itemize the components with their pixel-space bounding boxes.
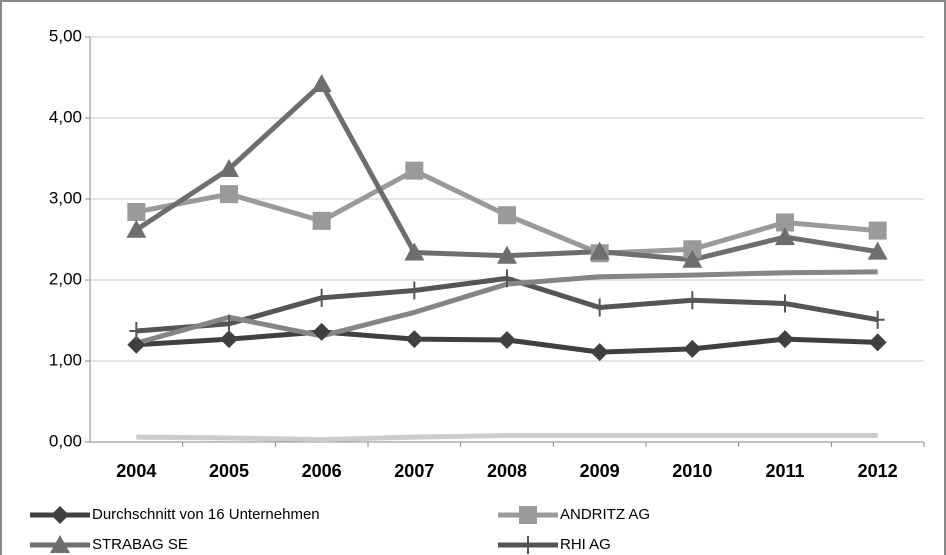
marker: [682, 249, 703, 268]
y-tick-label: 3,00: [49, 188, 82, 207]
x-tick-label: 2011: [765, 461, 804, 481]
marker: [776, 330, 794, 349]
marker: [314, 288, 329, 307]
marker: [219, 159, 239, 178]
x-tick-label: 2008: [487, 461, 527, 481]
marker: [497, 245, 517, 264]
marker: [775, 227, 795, 246]
y-tick-label: 1,00: [49, 350, 82, 369]
marker: [683, 339, 702, 358]
marker: [222, 314, 236, 333]
marker: [870, 310, 885, 329]
marker: [220, 330, 238, 349]
marker: [312, 211, 331, 230]
legend-label: STRABAG SE: [92, 536, 188, 553]
y-tick-label: 2,00: [49, 269, 82, 288]
marker: [127, 202, 146, 221]
x-tick-label: 2005: [209, 461, 249, 481]
marker: [127, 335, 146, 354]
legend-label: RHI AG: [560, 536, 611, 553]
series-line: [136, 433, 878, 443]
x-tick-label: 2007: [394, 461, 434, 481]
x-tick-label: 2009: [580, 461, 620, 481]
marker: [519, 506, 537, 524]
marker: [51, 506, 69, 524]
marker: [590, 343, 609, 362]
y-tick-label: 5,00: [49, 26, 82, 45]
marker: [868, 333, 887, 352]
marker: [498, 206, 516, 225]
marker: [126, 219, 147, 238]
legend-label: Durchschnitt von 16 Unternehmen: [92, 506, 320, 523]
y-tick-label: 0,00: [49, 431, 82, 450]
x-tick-label: 2010: [672, 461, 712, 481]
marker: [498, 330, 516, 349]
legend-label: ANDRITZ AG: [560, 506, 650, 523]
y-tick-label: 4,00: [49, 107, 82, 126]
marker: [589, 241, 610, 260]
marker: [311, 73, 332, 92]
x-tick-label: 2012: [858, 461, 898, 481]
x-tick-label: 2004: [116, 461, 156, 481]
marker: [50, 535, 70, 553]
marker: [500, 269, 514, 288]
marker: [685, 291, 700, 310]
marker: [683, 240, 702, 259]
marker: [778, 294, 792, 313]
x-tick-label: 2006: [302, 461, 342, 481]
marker: [312, 322, 331, 341]
marker: [776, 213, 794, 232]
marker: [129, 322, 144, 341]
marker: [220, 185, 238, 204]
marker: [592, 298, 607, 317]
marker: [407, 281, 422, 300]
marker: [404, 242, 425, 261]
marker: [868, 221, 887, 240]
marker: [867, 241, 888, 260]
marker: [521, 536, 535, 554]
marker: [405, 161, 424, 180]
marker: [405, 330, 424, 349]
